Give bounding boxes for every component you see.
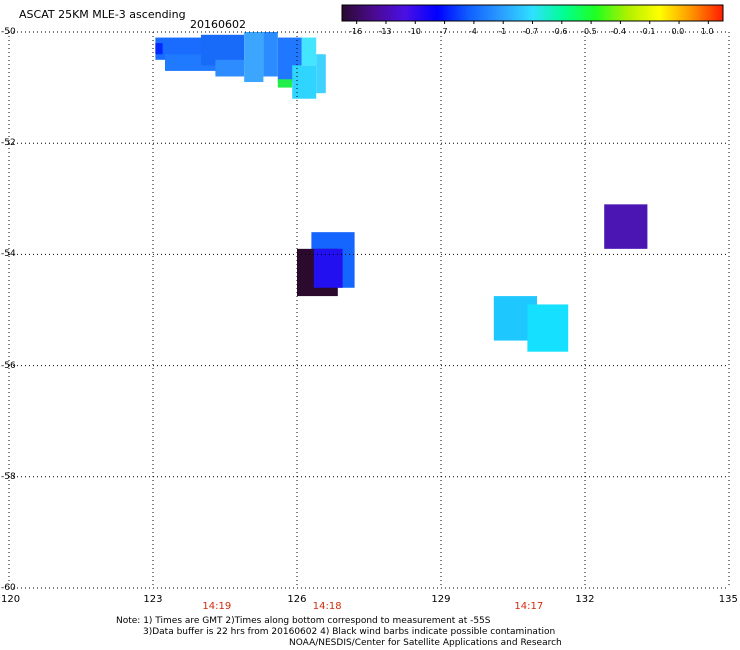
lon-tick-label-5: 135 [718, 594, 738, 605]
data-cell-14 [313, 248, 343, 288]
note-line-1: Note: 1) Times are GMT 2)Times along bot… [116, 616, 491, 626]
lon-tick-label-3: 129 [431, 594, 451, 605]
colorbar-label-9: -0.4 [610, 27, 627, 36]
data-cell-10 [301, 37, 317, 66]
lon-tick-label-0: 120 [1, 594, 21, 605]
lon-tick-label-2: 126 [287, 594, 307, 605]
data-cell-17 [527, 304, 569, 352]
lat-tick-label-1: -52 [1, 138, 16, 149]
data-cell-11 [316, 54, 326, 94]
data-cell-5 [244, 32, 264, 83]
chart-title: ASCAT 25KM MLE-3 ascending [19, 8, 186, 21]
data-cell-1 [155, 43, 163, 55]
colorbar-label-3: -7 [439, 27, 448, 36]
grid-lines [8, 31, 730, 589]
colorbar-label-8: -0.5 [581, 27, 597, 36]
data-cells [155, 32, 648, 352]
colorbar-label-10: -0.1 [639, 27, 656, 36]
lon-tick-label-1: 123 [143, 594, 163, 605]
colorbar-label-12: 1.0 [700, 27, 714, 36]
colorbar-label-11: 0.0 [671, 27, 685, 36]
colorbar-label-7: -0.6 [551, 27, 568, 36]
lat-tick-label-2: -54 [1, 249, 16, 260]
colorbar-label-1: -13 [378, 27, 392, 36]
data-cell-15 [604, 204, 648, 249]
lat-tick-label-4: -58 [1, 471, 16, 482]
colorbar-label-2: -10 [407, 27, 421, 36]
colorbar-label-6: -0.7 [522, 27, 539, 36]
credit-line: NOAA/NESDIS/Center for Satellite Applica… [289, 638, 562, 648]
time-label-1: 14:18 [312, 601, 342, 612]
data-cell-9 [292, 65, 317, 99]
lon-tick-label-4: 132 [575, 594, 595, 605]
chart-date: 20160602 [190, 18, 246, 31]
data-cell-6 [263, 32, 278, 77]
colorbar-label-0: -16 [349, 27, 363, 36]
note-line-2: 3)Data buffer is 22 hrs from 20160602 4)… [143, 627, 556, 637]
colorbar-label-5: -1 [498, 27, 507, 36]
colorbar-gradient [341, 4, 724, 22]
data-cell-4 [215, 59, 245, 77]
data-cell-8 [277, 79, 293, 88]
colorbar [341, 4, 724, 24]
colorbar-label-4: -4 [468, 27, 477, 36]
time-label-2: 14:17 [514, 601, 544, 612]
lat-tick-label-0: -50 [1, 27, 16, 37]
lat-tick-label-5: -60 [1, 583, 16, 593]
time-label-0: 14:19 [202, 601, 232, 612]
lat-tick-label-3: -56 [1, 360, 16, 371]
